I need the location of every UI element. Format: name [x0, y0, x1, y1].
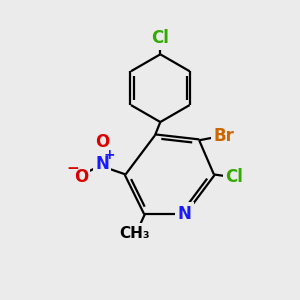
- Text: −: −: [66, 161, 79, 176]
- Text: Cl: Cl: [152, 29, 169, 47]
- Text: Br: Br: [214, 127, 235, 145]
- Text: Cl: Cl: [226, 168, 243, 186]
- Text: N: N: [178, 205, 191, 223]
- Text: O: O: [95, 133, 109, 151]
- Text: +: +: [103, 148, 115, 162]
- Text: N: N: [95, 155, 109, 173]
- Text: O: O: [74, 167, 88, 185]
- Text: CH₃: CH₃: [119, 226, 150, 241]
